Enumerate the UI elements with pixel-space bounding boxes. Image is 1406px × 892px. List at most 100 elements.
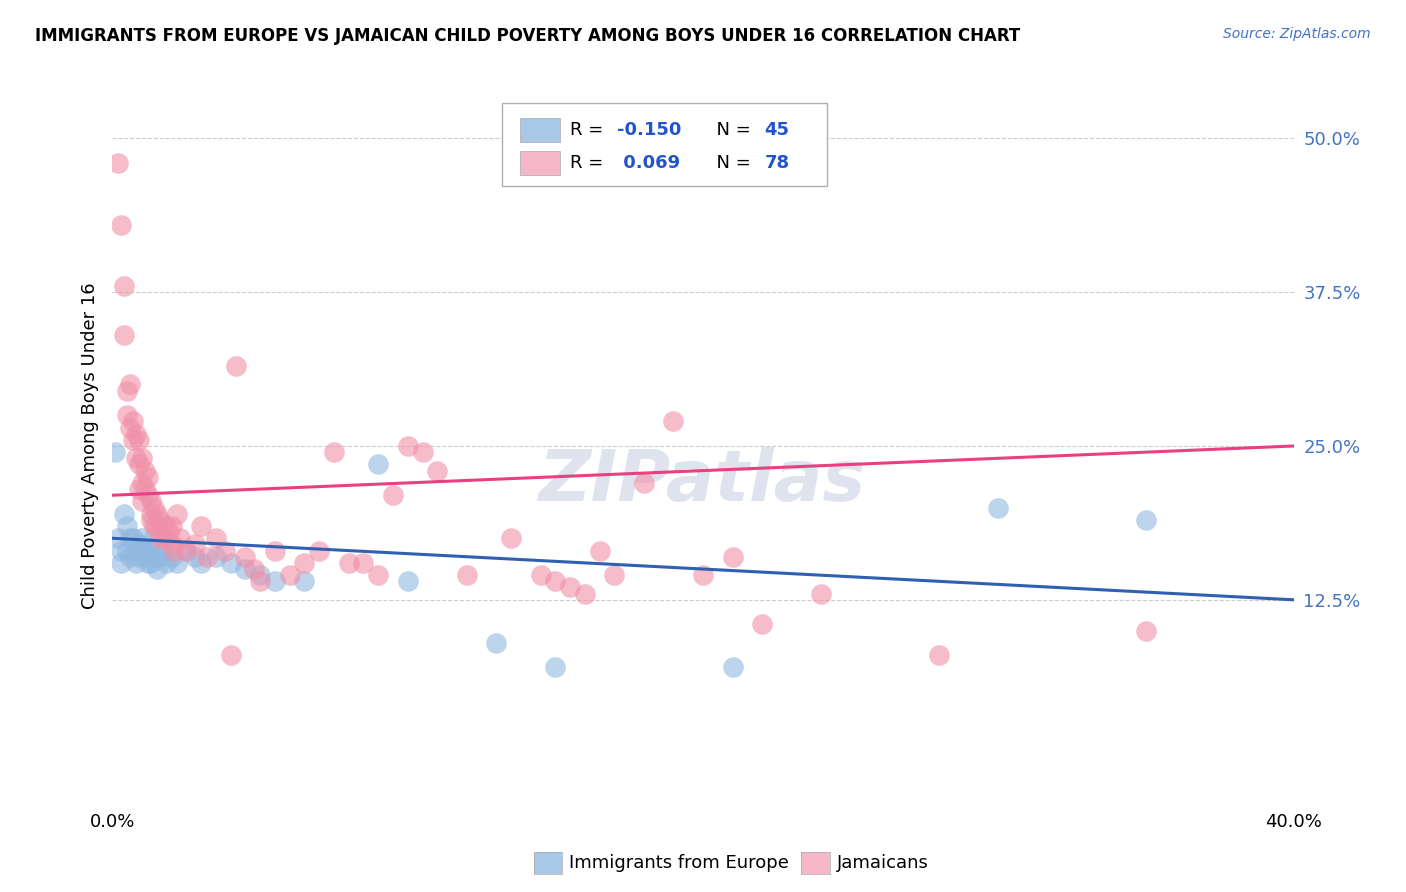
Point: [125, 556, 148, 570]
Point: [751, 617, 773, 632]
Text: ZIPatlas: ZIPatlas: [540, 447, 866, 516]
Point: [134, 464, 156, 478]
Point: [396, 574, 419, 589]
Point: [128, 482, 150, 496]
Point: [120, 531, 142, 545]
Point: [152, 519, 174, 533]
Point: [1135, 624, 1157, 638]
Point: [128, 549, 150, 564]
Point: [337, 556, 360, 570]
Point: [249, 574, 271, 589]
Point: [146, 549, 169, 564]
Point: [117, 519, 138, 533]
Point: [122, 414, 145, 428]
Point: [110, 543, 132, 558]
Text: R =: R =: [569, 121, 609, 139]
Point: [128, 433, 150, 447]
Point: [136, 556, 159, 570]
Point: [367, 458, 389, 472]
Text: N =: N =: [706, 121, 756, 139]
Point: [264, 543, 287, 558]
Point: [195, 549, 218, 564]
Point: [104, 445, 127, 459]
Point: [205, 531, 228, 545]
Point: [501, 531, 523, 545]
Point: [139, 494, 162, 508]
Point: [558, 581, 582, 595]
Point: [117, 409, 138, 423]
Point: [107, 531, 129, 545]
Point: [149, 549, 172, 564]
Point: [112, 279, 135, 293]
Point: [928, 648, 950, 662]
Point: [155, 519, 177, 533]
Point: [662, 414, 685, 428]
FancyBboxPatch shape: [520, 151, 560, 175]
Point: [166, 507, 188, 521]
Point: [131, 494, 153, 508]
Point: [120, 377, 142, 392]
Point: [142, 500, 165, 515]
Point: [125, 543, 148, 558]
Point: [149, 513, 172, 527]
Point: [117, 543, 138, 558]
Point: [233, 562, 256, 576]
FancyBboxPatch shape: [502, 103, 827, 186]
Text: N =: N =: [706, 153, 756, 171]
Point: [136, 549, 159, 564]
Point: [125, 426, 148, 441]
Point: [112, 507, 135, 521]
Point: [426, 464, 449, 478]
Point: [125, 451, 148, 466]
Point: [139, 513, 162, 527]
Point: [134, 482, 156, 496]
Point: [160, 549, 183, 564]
Point: [292, 574, 315, 589]
Y-axis label: Child Poverty Among Boys Under 16: Child Poverty Among Boys Under 16: [80, 283, 98, 609]
Point: [233, 549, 256, 564]
Point: [131, 451, 153, 466]
Point: [174, 543, 197, 558]
Point: [544, 574, 567, 589]
Point: [721, 660, 744, 674]
Point: [142, 531, 165, 545]
Point: [987, 500, 1010, 515]
Text: IMMIGRANTS FROM EUROPE VS JAMAICAN CHILD POVERTY AMONG BOYS UNDER 16 CORRELATION: IMMIGRANTS FROM EUROPE VS JAMAICAN CHILD…: [35, 27, 1021, 45]
Point: [278, 568, 301, 582]
Point: [120, 420, 142, 434]
Point: [117, 384, 138, 398]
Point: [264, 574, 287, 589]
Text: 78: 78: [765, 153, 790, 171]
Point: [139, 543, 162, 558]
Point: [544, 660, 567, 674]
Point: [633, 475, 655, 490]
Point: [249, 568, 271, 582]
Text: Source: ZipAtlas.com: Source: ZipAtlas.com: [1223, 27, 1371, 41]
Point: [174, 543, 197, 558]
Point: [122, 433, 145, 447]
Point: [136, 488, 159, 502]
Point: [352, 556, 374, 570]
Point: [219, 556, 242, 570]
Text: R =: R =: [569, 153, 609, 171]
Point: [692, 568, 714, 582]
Point: [163, 543, 186, 558]
Point: [169, 531, 191, 545]
Point: [160, 519, 183, 533]
Text: -0.150: -0.150: [617, 121, 681, 139]
Point: [110, 556, 132, 570]
Point: [120, 549, 142, 564]
Point: [382, 488, 405, 502]
Point: [157, 525, 180, 540]
Point: [205, 549, 228, 564]
Point: [184, 537, 207, 551]
Point: [160, 537, 183, 551]
Point: [134, 543, 156, 558]
Point: [128, 537, 150, 551]
Point: [131, 543, 153, 558]
Point: [184, 549, 207, 564]
Point: [155, 556, 177, 570]
Point: [190, 556, 212, 570]
Point: [142, 519, 165, 533]
Point: [529, 568, 551, 582]
